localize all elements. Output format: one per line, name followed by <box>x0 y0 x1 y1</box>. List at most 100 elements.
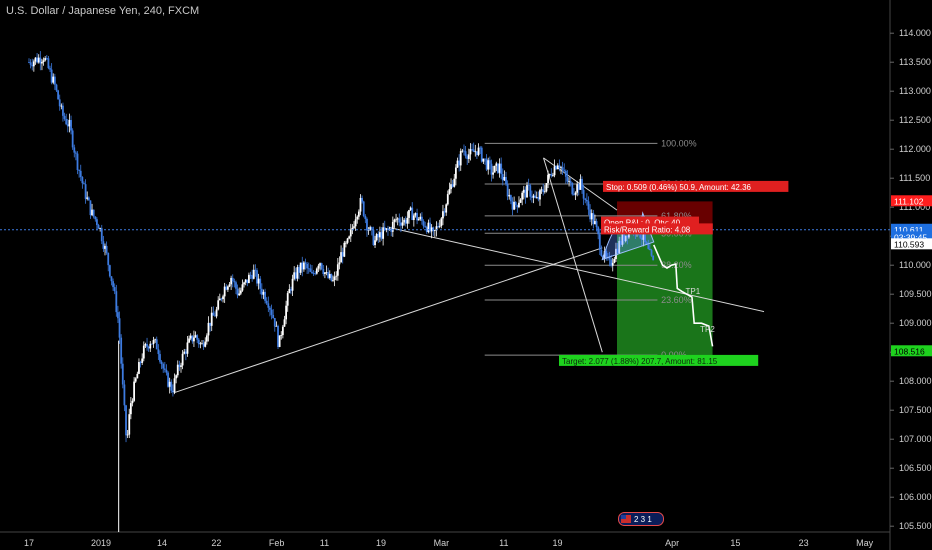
candle-body <box>364 216 367 219</box>
candle-body <box>317 265 320 269</box>
candle-body <box>401 222 404 226</box>
candle-body <box>123 384 126 406</box>
candle-body <box>50 69 53 83</box>
entry-label-1: Open P&L: 0, Qty: 40 <box>604 219 681 228</box>
y-tick-label: 107.500 <box>899 405 932 415</box>
candle-body <box>278 335 281 347</box>
candle-body <box>129 403 132 415</box>
candle-body <box>624 235 627 242</box>
candle-body <box>150 343 153 345</box>
candle-body <box>442 211 444 219</box>
candle-body <box>618 240 621 253</box>
candle-body <box>160 361 163 365</box>
candle-body <box>516 205 519 208</box>
candle-body <box>293 272 296 279</box>
x-tick-label: 19 <box>552 538 562 548</box>
candle-body <box>594 221 596 224</box>
candle-body <box>260 288 263 295</box>
candle-body <box>196 335 199 340</box>
candle-body <box>230 277 233 285</box>
candle-body <box>597 227 600 235</box>
candle-body <box>378 232 381 238</box>
candle-body <box>497 163 499 173</box>
candle-body <box>573 194 575 196</box>
candle-body <box>345 242 347 244</box>
candle-body <box>438 225 441 227</box>
candle-body <box>207 322 210 336</box>
candle-body <box>52 76 55 83</box>
candle-body <box>183 351 186 354</box>
target-zone <box>617 233 713 356</box>
candle-body <box>590 213 593 220</box>
candle-body <box>456 160 459 168</box>
candle-body <box>87 197 90 201</box>
candle-body <box>545 183 548 192</box>
y-tick-label: 105.500 <box>899 521 932 531</box>
candle-body <box>176 364 179 376</box>
candle-body <box>396 218 399 220</box>
candle-body <box>262 291 265 295</box>
candle-body <box>294 272 297 279</box>
candle-body <box>548 174 551 175</box>
candle-body <box>285 305 288 320</box>
price-tag-bg <box>891 231 932 243</box>
target-label: Target: 2.077 (1.88%) 207.7, Amount: 81.… <box>562 357 718 366</box>
candle-body <box>555 166 558 170</box>
candle-body <box>513 202 515 210</box>
candle-body <box>380 232 383 239</box>
candle-body <box>133 381 136 401</box>
candle-body <box>644 234 646 243</box>
candle-body <box>391 221 394 232</box>
candle-body <box>598 234 601 250</box>
candle-body <box>558 165 561 168</box>
candle-body <box>241 284 244 291</box>
candle-body <box>356 216 359 220</box>
candle-body <box>576 184 579 193</box>
candle-body <box>539 190 541 200</box>
flag-icon[interactable]: 2 3 1 <box>618 512 664 526</box>
candle-body <box>484 158 486 160</box>
candle-body <box>495 163 498 166</box>
candle-body <box>437 226 440 228</box>
candle-body <box>233 281 236 283</box>
candle-body <box>592 213 595 224</box>
candle-body <box>138 361 140 374</box>
candle-body <box>403 219 406 223</box>
candle-body <box>49 68 51 70</box>
candle-body <box>605 251 608 257</box>
candle-body <box>191 335 194 342</box>
candle-body <box>309 268 312 272</box>
candle-body <box>343 242 346 257</box>
y-tick-label: 111.500 <box>899 173 930 183</box>
y-tick-label: 107.000 <box>899 434 932 444</box>
candle-body <box>448 189 451 195</box>
candle-body <box>259 278 262 289</box>
candle-body <box>493 165 496 173</box>
candle-body <box>383 227 386 230</box>
candle-body <box>553 166 556 176</box>
x-tick-label: 23 <box>799 538 809 548</box>
candle-body <box>610 259 613 266</box>
candle-body <box>60 105 63 107</box>
candle-body <box>128 414 131 435</box>
candle-body <box>393 219 396 222</box>
candle-body <box>357 211 360 217</box>
candle-body <box>411 207 414 220</box>
candle-body <box>304 262 307 264</box>
trendline <box>389 227 765 313</box>
candle-body <box>115 291 118 313</box>
candle-body <box>173 378 176 393</box>
x-tick-label: Apr <box>665 538 679 548</box>
candle-body <box>560 167 562 169</box>
candle-body <box>94 216 97 220</box>
candle-body <box>540 189 543 191</box>
price-tag: 110.611 <box>894 225 924 235</box>
candle-body <box>298 267 300 273</box>
candle-body <box>214 315 216 317</box>
candle-body <box>34 57 37 62</box>
x-tick-label: 17 <box>24 538 34 548</box>
candle-body <box>257 278 260 284</box>
candle-body <box>58 99 61 107</box>
candle-body <box>107 252 110 266</box>
